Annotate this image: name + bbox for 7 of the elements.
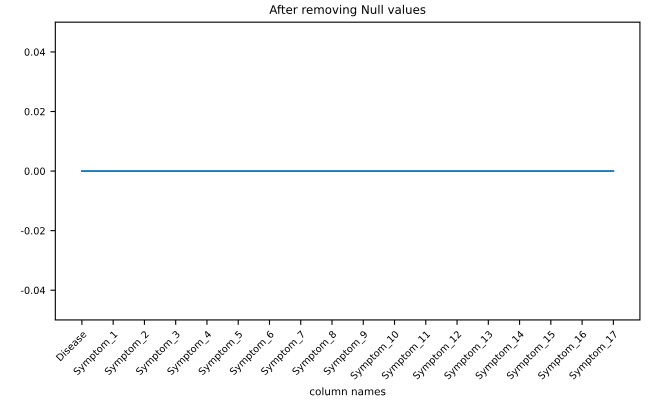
x-axis-title: column names — [310, 387, 386, 396]
y-tick-label: 0.00 — [24, 168, 45, 175]
chart-title: After removing Null values — [269, 4, 426, 16]
y-tick-label: 0.04 — [24, 48, 46, 56]
y-tick-label: -0.02 — [20, 227, 45, 234]
y-tick-label: 0.02 — [24, 108, 45, 116]
y-tick-label: -0.04 — [20, 286, 46, 294]
